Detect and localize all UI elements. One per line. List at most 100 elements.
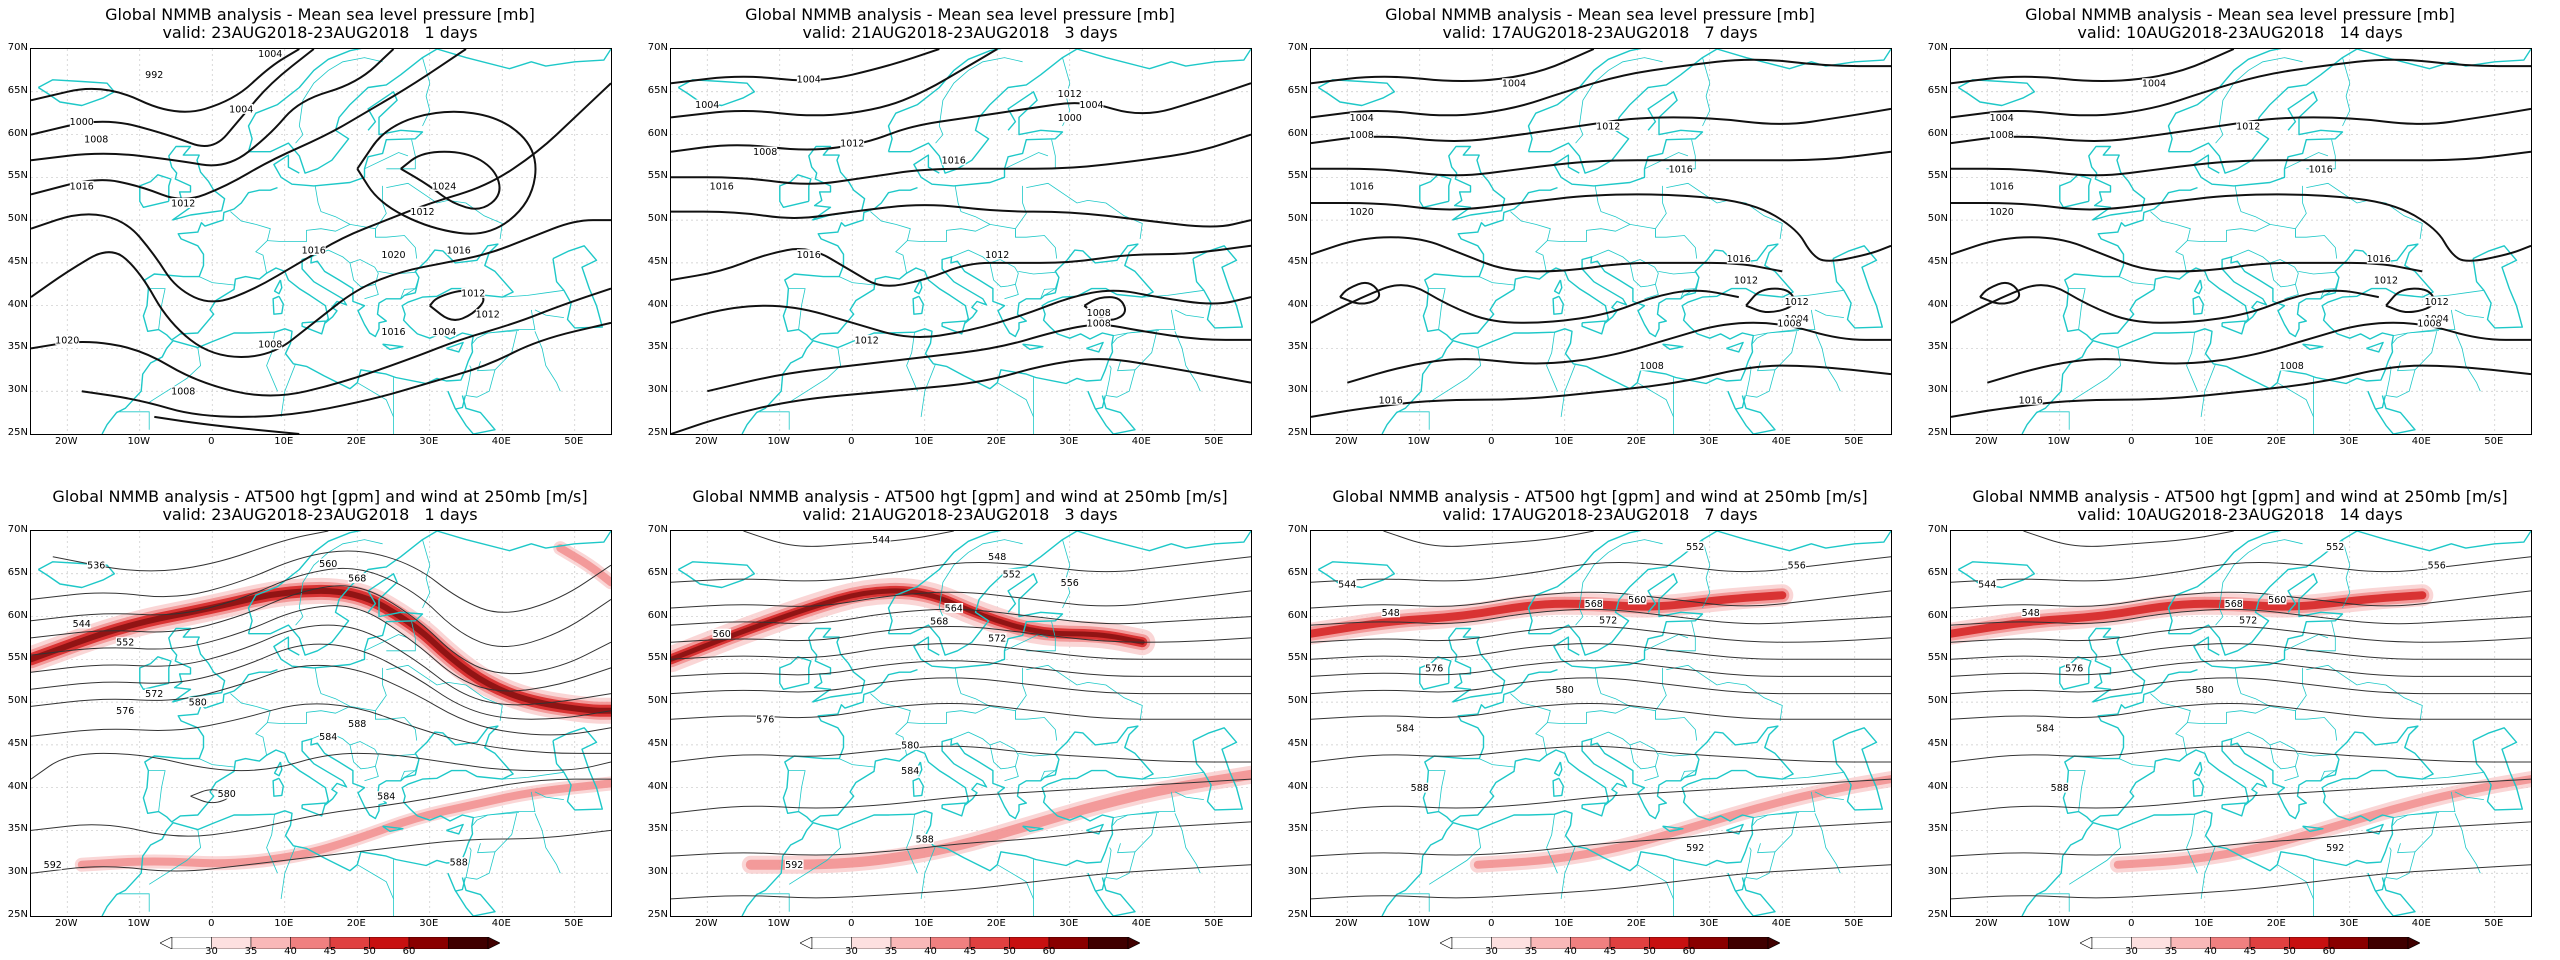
coastlines	[1317, 531, 1891, 916]
colorbar-label: 35	[244, 946, 258, 957]
lat-tick-label: 55N	[647, 170, 668, 182]
wind-shading	[671, 577, 1251, 874]
lon-tick-label: 10E	[274, 436, 294, 447]
contour-label: 584	[2036, 723, 2054, 734]
lat-tick-label: 30N	[1927, 384, 1948, 396]
lon-tick-label: 20W	[694, 918, 718, 929]
map-frame: 536 544 552 560 568 572 576 580 584 588 592 584 580 5…	[30, 530, 612, 917]
isobar-label: 1016	[1350, 181, 1374, 192]
panel-valid-period: valid: 17AUG2018-23AUG2018 7 days	[1442, 23, 1758, 42]
lat-tick-label: 65N	[1287, 566, 1308, 578]
contour-label: 580	[189, 698, 207, 709]
map-frame: 1004 1004 1008 1012 1016 1016 1016 1012 1012 1008…	[670, 48, 1252, 435]
contour-label: 568	[1585, 599, 1603, 610]
colorbar-label: 50	[1643, 946, 1656, 957]
lon-tick-label: 10E	[2194, 918, 2214, 929]
z500-panel-3: Global NMMB analysis - AT500 hgt [gpm] a…	[1280, 482, 1920, 960]
lon-tick-label: 50E	[1844, 918, 1864, 929]
map-frame: 544 548 552 556 560 568 572 576 580 584 588 592	[1950, 530, 2532, 917]
lon-tick-label: 50E	[1204, 918, 1224, 929]
lat-tick-label: 45N	[647, 737, 668, 749]
lon-tick-label: 10W	[1407, 918, 1431, 929]
lat-tick-label: 40N	[1927, 298, 1948, 310]
isobar-label: 1008	[1350, 130, 1374, 141]
lon-tick-label: 40E	[1771, 436, 1791, 447]
lat-tick-label: 25N	[647, 427, 668, 438]
isobar-label: 1012	[985, 250, 1009, 261]
mslp-panel-2: Global NMMB analysis - Mean sea level pr…	[640, 0, 1280, 478]
lat-tick-label: 60N	[647, 609, 668, 621]
lat-tick-label: 50N	[1287, 213, 1308, 225]
contour-label: 580	[1556, 685, 1574, 696]
lon-tick-label: 0	[1488, 918, 1495, 929]
contour-label: 592	[2326, 843, 2344, 854]
lat-tick-label: 40N	[1287, 780, 1308, 792]
lat-tick-label: 55N	[7, 652, 28, 664]
contour-label: 584	[377, 792, 395, 803]
isobar-label: 1008	[753, 147, 777, 158]
isobar-label: 1016	[1669, 164, 1693, 175]
isobar-label: 1012	[2236, 122, 2260, 133]
lat-tick-label: 50N	[1927, 695, 1948, 707]
lat-tick-label: 60N	[1927, 127, 1948, 139]
lat-tick-label: 70N	[647, 524, 668, 535]
lat-tick-label: 50N	[1287, 695, 1308, 707]
contour-label: 580	[2196, 685, 2214, 696]
isobar-label: 1008	[1990, 130, 2014, 141]
lat-tick-label: 30N	[1287, 384, 1308, 396]
lon-tick-label: 0	[208, 918, 215, 929]
lat-tick-label: 60N	[1287, 609, 1308, 621]
lat-tick-label: 35N	[1927, 823, 1948, 835]
lat-tick-label: 60N	[647, 127, 668, 139]
isobar-label: 1012	[171, 199, 195, 210]
wind-shading	[1311, 584, 1891, 873]
lon-tick-label: 20E	[986, 436, 1006, 447]
lon-tick-label: 20E	[346, 918, 366, 929]
contour-label: 560	[319, 559, 337, 570]
contour-label: 572	[2239, 615, 2257, 626]
isobar-label: 1004	[2142, 79, 2166, 90]
contour-label: 576	[2065, 663, 2083, 674]
colorbar-label: 35	[2164, 946, 2178, 957]
lat-tick-label: 40N	[1927, 780, 1948, 792]
lat-tick-label: 55N	[1927, 652, 1948, 664]
contour-label: 572	[145, 689, 163, 700]
lon-tick-label: 20E	[1626, 918, 1646, 929]
panel-valid-period: valid: 23AUG2018-23AUG2018 1 days	[162, 23, 478, 42]
colorbar-label: 45	[963, 946, 977, 957]
lat-tick-label: 30N	[7, 384, 28, 396]
contour-label: 580	[901, 740, 919, 751]
contour-label: 552	[116, 638, 134, 649]
isobar-label: 1004	[797, 74, 821, 85]
lat-tick-label: 40N	[647, 780, 668, 792]
isobar-label: 1008	[1640, 361, 1664, 372]
lon-tick-label: 0	[2128, 918, 2135, 929]
height-contours	[671, 531, 1251, 900]
lat-tick-label: 45N	[1927, 737, 1948, 749]
contour-label: 576	[116, 706, 134, 717]
isobar-label: 1012	[2374, 276, 2398, 287]
isobar-label: 1008	[171, 387, 195, 398]
isobar-label: 1016	[2367, 254, 2391, 265]
colorbar-label: 60	[2322, 946, 2336, 957]
lat-tick-label: 50N	[7, 695, 28, 707]
isobar-label: 1012	[410, 207, 434, 218]
lat-tick-label: 60N	[1287, 127, 1308, 139]
isobar-label: 1012	[855, 335, 879, 346]
lon-tick-label: 0	[848, 436, 855, 447]
lon-tick-label: 20E	[346, 436, 366, 447]
colorbar-label: 30	[845, 946, 858, 957]
lat-tick-label: 70N	[7, 524, 28, 535]
lat-tick-label: 25N	[647, 909, 668, 920]
lon-tick-label: 10E	[2194, 436, 2214, 447]
lon-tick-label: 30E	[419, 918, 439, 929]
lat-tick-label: 50N	[1927, 213, 1948, 225]
lat-tick-label: 50N	[647, 213, 668, 225]
mslp-map: 1004 1004 1008 1012 1016 1016 1020 1016 1012 1008…	[1311, 49, 1891, 434]
wind-colorbar: 30 35 40 45 50 60	[2079, 934, 2421, 958]
isobar-label: 1012	[476, 310, 500, 321]
panel-valid-period: valid: 17AUG2018-23AUG2018 7 days	[1442, 505, 1758, 524]
z500-panel-2: Global NMMB analysis - AT500 hgt [gpm] a…	[640, 482, 1280, 960]
contour-label: 556	[2428, 561, 2446, 572]
panel-title: Global NMMB analysis - AT500 hgt [gpm] a…	[52, 487, 588, 506]
